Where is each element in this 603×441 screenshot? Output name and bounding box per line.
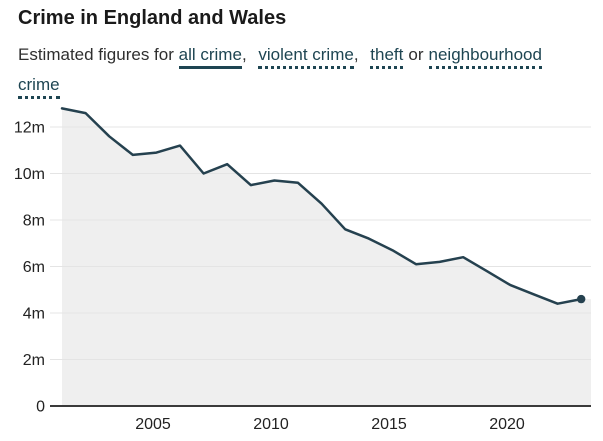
y-axis-tick-label: 2m: [23, 352, 45, 369]
area-fill: [62, 108, 591, 407]
y-axis-tick-label: 8m: [23, 213, 45, 230]
subtitle-prefix: Estimated figures for: [18, 45, 174, 64]
legend-term-all-crime[interactable]: all crime: [178, 45, 242, 69]
legend-term-violent-crime[interactable]: violent crime: [258, 45, 354, 69]
x-axis-tick-label: 2010: [253, 416, 289, 433]
chart-subtitle: Estimated figures for all crime, violent…: [18, 40, 585, 100]
y-axis-tick-label: 4m: [23, 306, 45, 323]
separator: ,: [353, 45, 359, 64]
y-axis-tick-label: 6m: [23, 259, 45, 276]
chart-title: Crime in England and Wales: [18, 7, 287, 29]
y-axis-tick-label: 12m: [14, 120, 45, 137]
separator: or: [408, 45, 424, 64]
trend-line: [60, 107, 583, 305]
end-point-dot: [577, 294, 586, 304]
separator: ,: [241, 45, 247, 64]
legend-term-theft[interactable]: theft: [370, 45, 404, 69]
legend-term-neighbourhood-crime[interactable]: neighbourhood crime: [18, 45, 542, 99]
y-axis-tick-label: 10m: [14, 166, 45, 183]
y-axis-tick-label: 0: [36, 399, 45, 416]
x-axis-tick-label: 2015: [371, 416, 407, 433]
x-axis-tick-label: 2005: [135, 416, 171, 433]
chart-header: Crime in England and Wales Estimated fig…: [0, 0, 603, 100]
x-axis-tick-label: 2020: [489, 416, 525, 433]
